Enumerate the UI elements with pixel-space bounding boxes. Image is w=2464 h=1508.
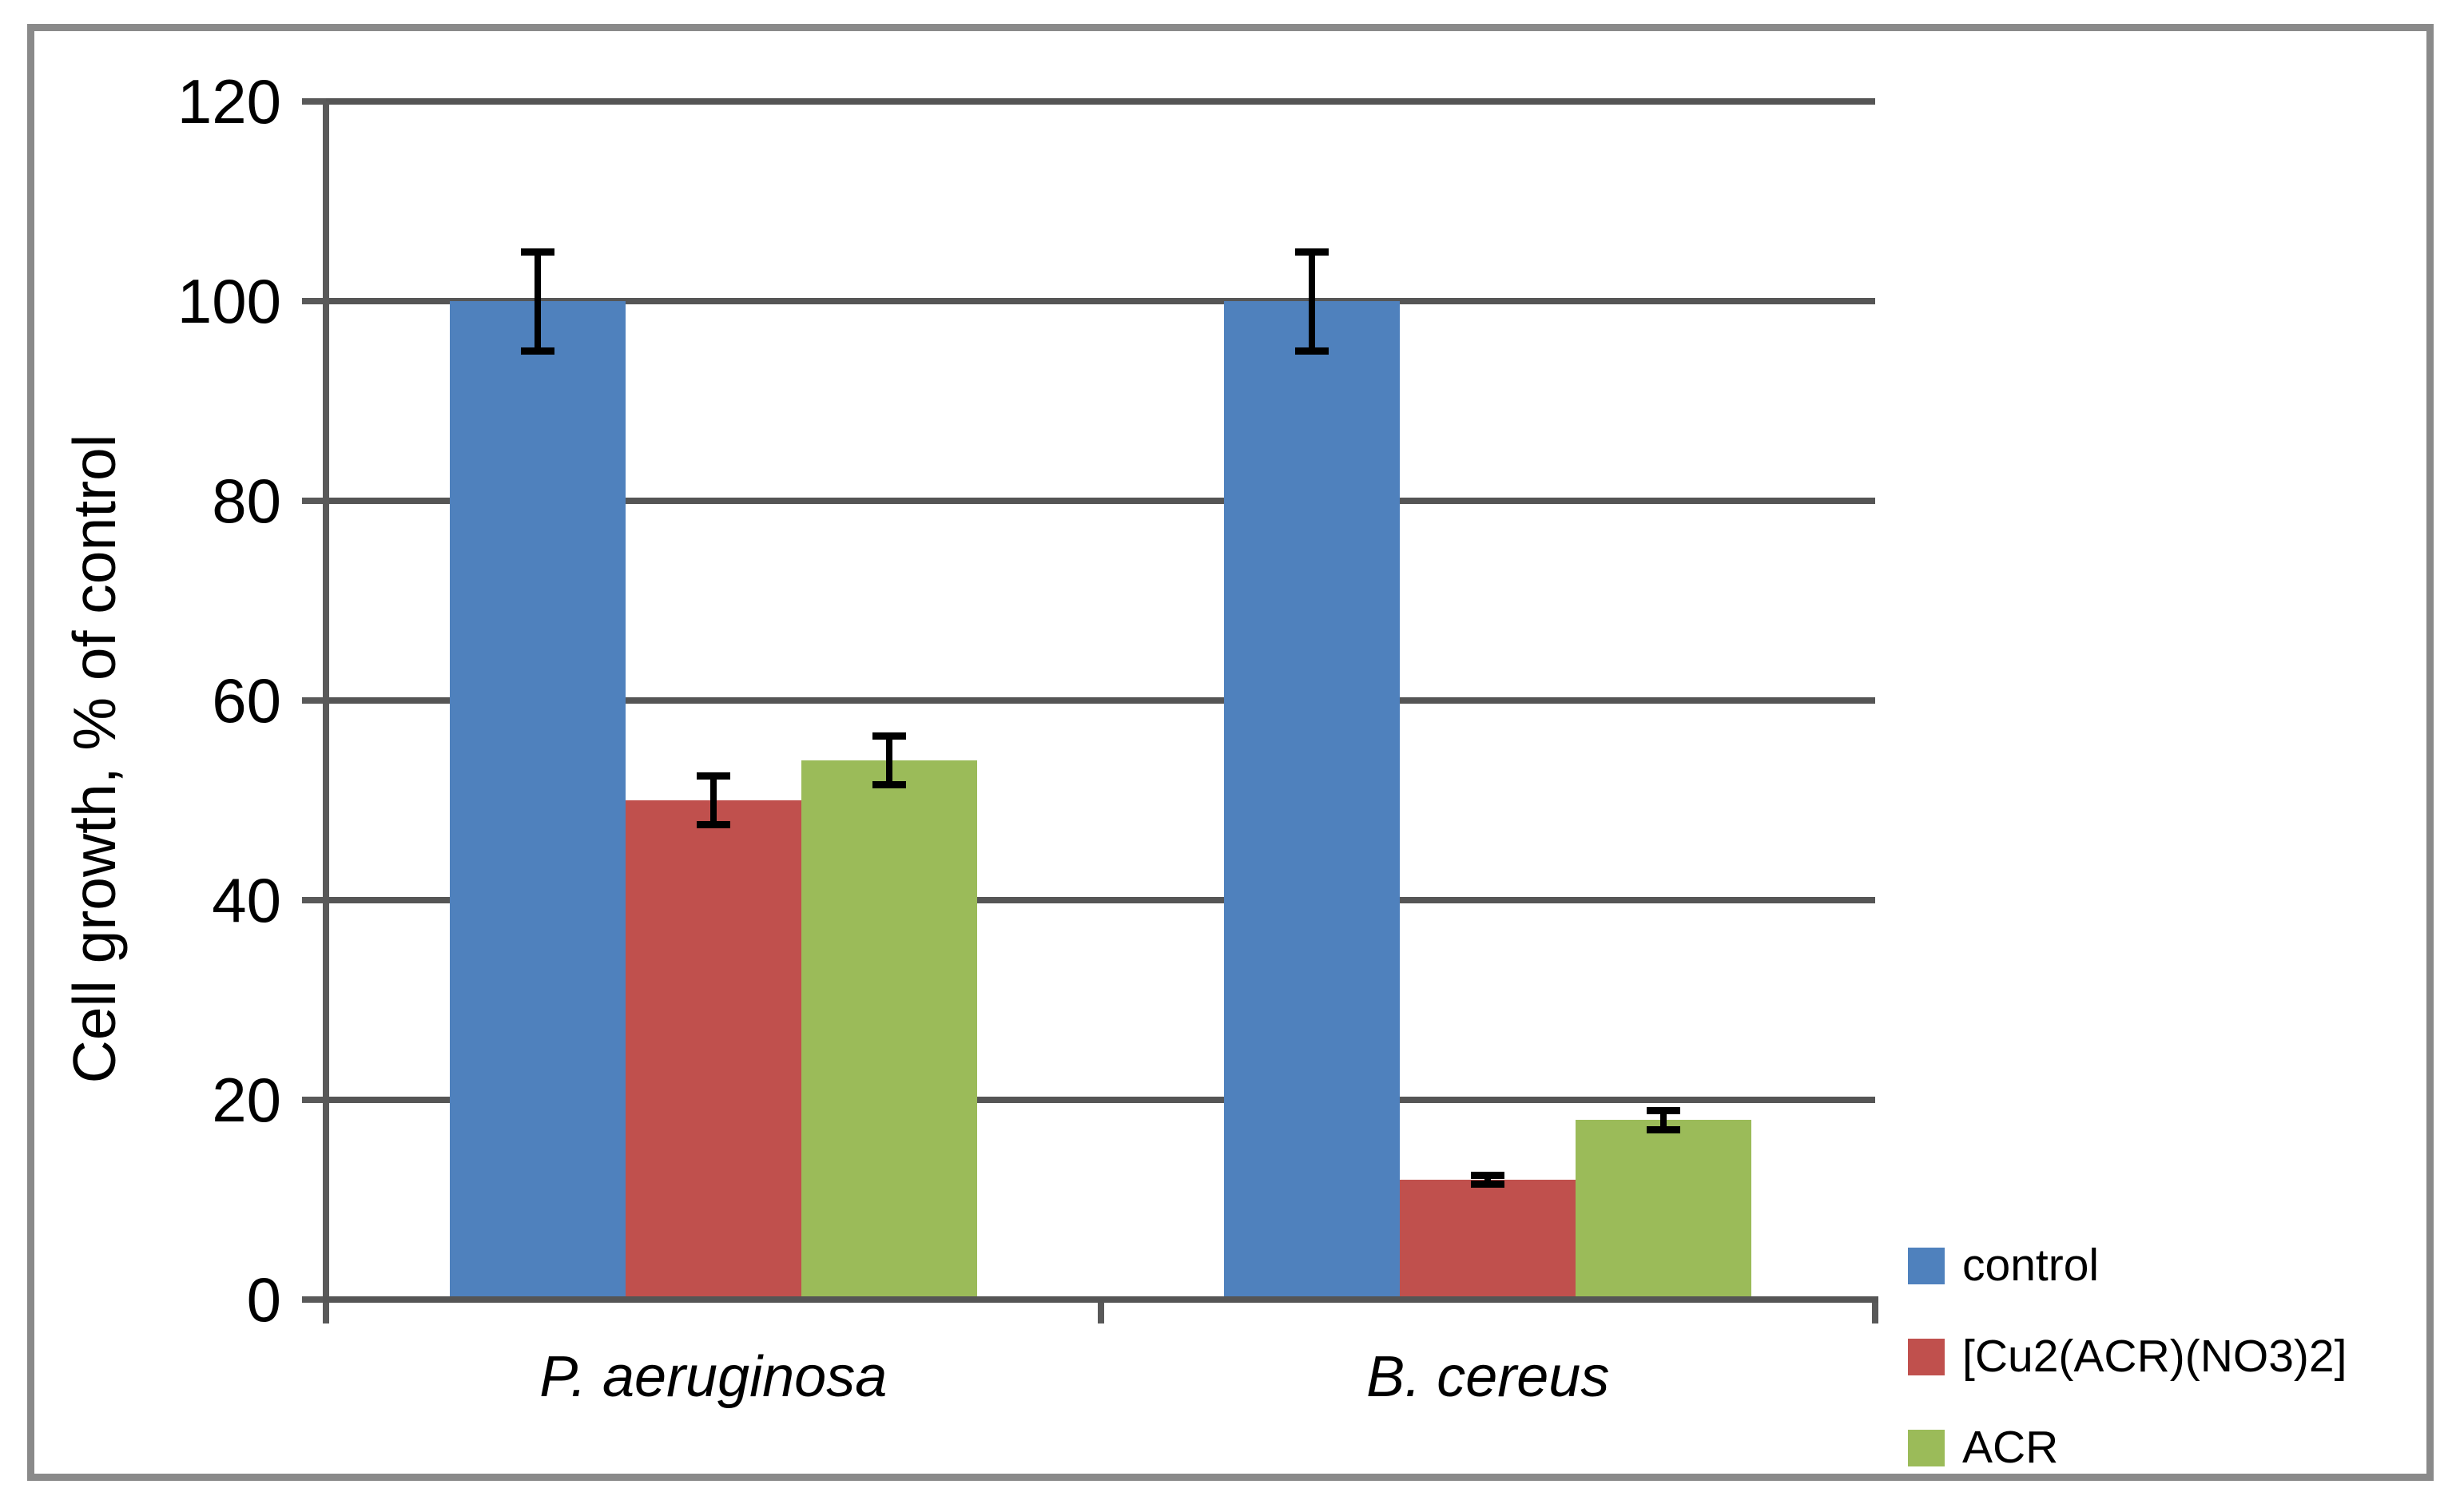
x-axis-tick-2	[1872, 1300, 1878, 1323]
legend: control [Cu2(ACR)(NO3)2] ACR	[1908, 1243, 2347, 1508]
y-tick-label-100: 100	[177, 266, 281, 336]
y-tick-label-80: 80	[212, 466, 281, 536]
y-tick-label-20: 20	[212, 1065, 281, 1135]
legend-swatch-ACR	[1908, 1429, 1945, 1466]
y-axis-tick-40	[302, 897, 326, 903]
y-axis-tick-0	[302, 1296, 326, 1303]
y-tick-label-40: 40	[212, 865, 281, 935]
gridline-40	[326, 897, 1875, 903]
bar-control-B. cereus	[1224, 301, 1401, 1300]
y-tick-label-120: 120	[177, 66, 281, 137]
legend-label-control: control	[1962, 1240, 2100, 1291]
legend-label-ACR: ACR	[1962, 1422, 2059, 1473]
category-label-B. cereus: B. cereus	[1366, 1345, 1610, 1409]
gridline-60	[326, 697, 1875, 704]
x-axis-tick-0	[323, 1300, 329, 1323]
bar-[Cu2(ACR)(NO3)2]-B. cereus	[1400, 1180, 1576, 1300]
y-axis-tick-120	[302, 98, 326, 105]
y-axis-tick-60	[302, 697, 326, 704]
category-label-P. aeruginosa: P. aeruginosa	[539, 1345, 888, 1409]
legend-row-control: control	[1908, 1243, 2347, 1288]
bar-ACR-P. aeruginosa	[801, 760, 977, 1300]
legend-label-[Cu2(ACR)(NO3)2]: [Cu2(ACR)(NO3)2]	[1962, 1331, 2347, 1382]
gridline-80	[326, 498, 1875, 504]
y-axis-tick-20	[302, 1097, 326, 1103]
plot-area	[302, 98, 1878, 1323]
figure-border	[27, 24, 2434, 1481]
y-axis-tick-80	[302, 498, 326, 504]
legend-swatch-control	[1908, 1247, 1945, 1284]
y-axis-line	[323, 101, 329, 1322]
gridline-100	[326, 298, 1875, 304]
legend-swatch-[Cu2(ACR)(NO3)2]	[1908, 1338, 1945, 1375]
y-axis-tick-100	[302, 298, 326, 304]
bar-[Cu2(ACR)(NO3)2]-P. aeruginosa	[625, 800, 801, 1300]
bar-ACR-B. cereus	[1576, 1120, 1752, 1300]
x-axis-tick-1	[1097, 1300, 1104, 1323]
gridline-120	[326, 98, 1875, 105]
gridline-20	[326, 1097, 1875, 1103]
legend-row-[Cu2(ACR)(NO3)2]: [Cu2(ACR)(NO3)2]	[1908, 1334, 2347, 1379]
y-tick-label-60: 60	[212, 665, 281, 736]
y-tick-label-0: 0	[246, 1264, 281, 1335]
x-axis-line	[323, 1296, 1878, 1303]
bar-control-P. aeruginosa	[449, 301, 626, 1300]
legend-row-ACR: ACR	[1908, 1425, 2347, 1470]
